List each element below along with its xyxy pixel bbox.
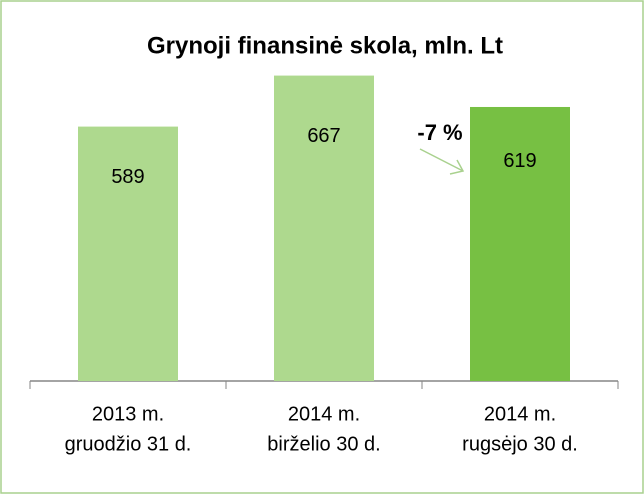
x-tick-label: rugsėjo 30 d. — [462, 433, 578, 455]
x-tick-label: birželio 30 d. — [267, 433, 380, 455]
bar — [274, 75, 374, 381]
x-tick-label: 2014 m. — [484, 403, 556, 425]
data-label: 667 — [307, 125, 340, 147]
chart-title: Grynoji finansinė skola, mln. Lt — [147, 32, 503, 59]
bar — [470, 106, 570, 381]
x-tick-label: 2013 m. — [92, 403, 164, 425]
x-tick-label: 2014 m. — [288, 403, 360, 425]
arrow — [419, 148, 465, 175]
data-label: 619 — [503, 150, 536, 172]
annotation: -7 % — [417, 120, 462, 145]
bar — [78, 126, 178, 382]
x-tick-label: gruodžio 31 d. — [65, 433, 192, 455]
data-label: 589 — [111, 166, 144, 188]
